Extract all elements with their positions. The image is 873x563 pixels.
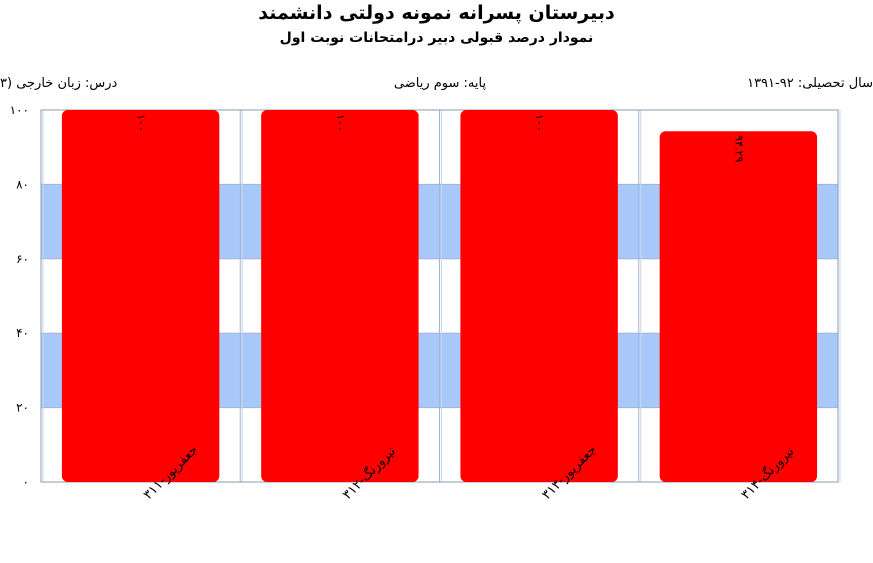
data-label: ۱۰۰	[135, 114, 148, 132]
course-label: درس: زبان خارجی (۳	[0, 76, 118, 91]
y-tick-label: ۶۰	[16, 252, 29, 266]
bar	[659, 131, 818, 482]
y-tick-label: ۱۰۰	[10, 103, 29, 117]
y-tick-label: ۰	[23, 475, 29, 489]
school-year-label: سال تحصیلی: ۹۲-۱۳۹۱	[747, 76, 873, 91]
plot-border	[40, 109, 839, 483]
y-tick-label: ۴۰	[16, 326, 29, 340]
data-label: ۱۰۰	[533, 114, 546, 132]
data-label: ۹۴.۲۹	[732, 135, 745, 162]
y-tick-label: ۲۰	[16, 401, 29, 415]
chart-subtitle: نمودار درصد قبولی دبیر درامتحانات نوبت ا…	[279, 30, 594, 46]
chart-title: دبیرستان پسرانه نمونه دولتی دانشمند	[258, 2, 615, 24]
bar	[61, 110, 220, 482]
data-label: ۱۰۰	[334, 114, 347, 132]
bar	[261, 110, 419, 482]
y-tick-label: ۸۰	[16, 177, 29, 191]
bar	[460, 110, 618, 482]
grade-label: پایه: سوم ریاضی	[393, 76, 487, 91]
